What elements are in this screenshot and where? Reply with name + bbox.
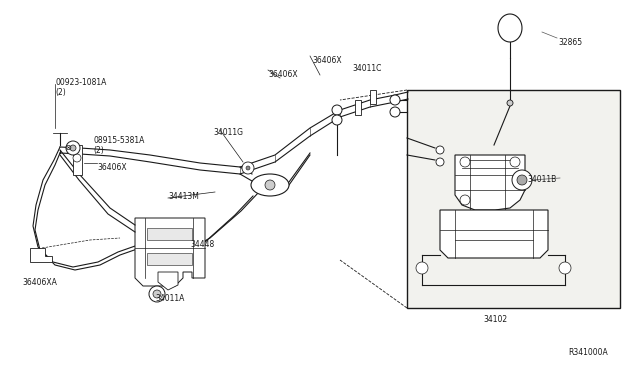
Circle shape [153, 290, 161, 298]
Circle shape [265, 180, 275, 190]
Polygon shape [455, 155, 525, 210]
Circle shape [242, 162, 254, 174]
Circle shape [512, 170, 532, 190]
Circle shape [507, 100, 513, 106]
Bar [147, 228, 192, 240]
Text: 36406X: 36406X [268, 70, 298, 79]
Polygon shape [498, 14, 522, 42]
Circle shape [70, 145, 76, 151]
Polygon shape [135, 218, 205, 286]
Text: 34011C: 34011C [352, 64, 381, 73]
Circle shape [66, 141, 80, 155]
Text: 32865: 32865 [558, 38, 582, 47]
Circle shape [510, 157, 520, 167]
Bar [407, 90, 620, 308]
Bar [147, 253, 192, 265]
Text: 34413M: 34413M [168, 192, 199, 201]
Text: 34011B: 34011B [527, 175, 556, 184]
Text: ⊗: ⊗ [65, 144, 72, 153]
Text: 34011G: 34011G [213, 128, 243, 137]
Circle shape [517, 175, 527, 185]
Circle shape [73, 154, 81, 162]
Text: 36406X: 36406X [97, 163, 127, 172]
Circle shape [460, 157, 470, 167]
Text: 36406XA: 36406XA [22, 278, 57, 287]
Circle shape [390, 95, 400, 105]
Polygon shape [355, 100, 361, 115]
Polygon shape [73, 145, 82, 175]
Circle shape [149, 286, 165, 302]
Text: 34102: 34102 [483, 315, 507, 324]
Text: 36406X: 36406X [312, 56, 342, 65]
Circle shape [436, 158, 444, 166]
Circle shape [390, 107, 400, 117]
Polygon shape [370, 90, 376, 104]
Circle shape [332, 105, 342, 115]
Circle shape [416, 262, 428, 274]
Polygon shape [158, 272, 178, 290]
Circle shape [332, 115, 342, 125]
Ellipse shape [251, 174, 289, 196]
Text: 08915-5381A
(2): 08915-5381A (2) [93, 136, 145, 155]
Polygon shape [440, 210, 548, 258]
Text: 34011A: 34011A [155, 294, 184, 303]
Circle shape [436, 146, 444, 154]
Circle shape [559, 262, 571, 274]
Text: R341000A: R341000A [568, 348, 608, 357]
Text: 00923-1081A
(2): 00923-1081A (2) [55, 78, 106, 97]
Circle shape [246, 166, 250, 170]
Polygon shape [30, 248, 52, 262]
Text: 34448: 34448 [190, 240, 214, 249]
Circle shape [460, 195, 470, 205]
